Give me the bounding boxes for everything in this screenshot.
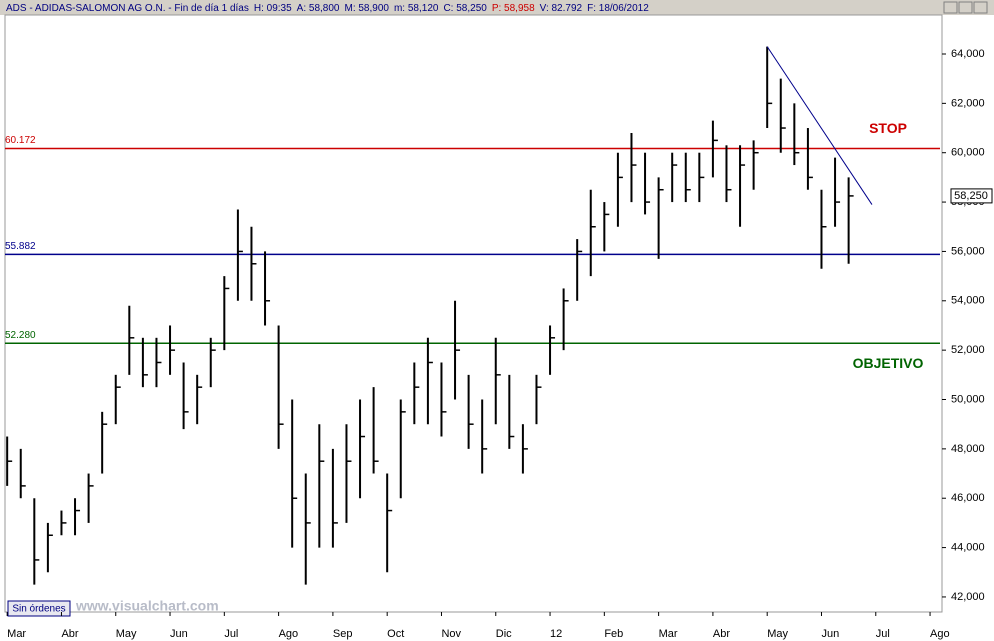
level-label: 55.882 (5, 241, 36, 252)
x-tick-label: May (767, 628, 788, 640)
x-tick-label: Nov (441, 628, 461, 640)
x-tick-label: Oct (387, 628, 404, 640)
header-bar (0, 0, 994, 15)
header-item: C: 58,250 (443, 3, 487, 14)
x-tick-label: Ago (279, 628, 299, 640)
last-price-box (950, 188, 993, 204)
last-price-label: 58,250 (954, 190, 988, 202)
x-tick-label: Feb (604, 628, 623, 640)
y-tick-label: 48,000 (951, 443, 985, 455)
close-button[interactable] (973, 1, 988, 14)
maximize-button[interactable] (958, 1, 973, 14)
header-item: ADS - ADIDAS-SALOMON AG O.N. - Fin de dí… (6, 3, 249, 14)
header-text: ADS - ADIDAS-SALOMON AG O.N. - Fin de dí… (6, 3, 649, 14)
y-tick-label: 42,000 (951, 591, 985, 603)
watermark: www.visualchart.com (75, 598, 219, 614)
y-tick-label: 52,000 (951, 344, 985, 356)
y-tick-label: 64,000 (951, 48, 985, 60)
x-tick-label: Jul (224, 628, 238, 640)
y-tick-label: 62,000 (951, 97, 985, 109)
x-tick-label: Jul (876, 628, 890, 640)
plot-area (4, 14, 943, 613)
x-tick-label: Abr (713, 628, 730, 640)
status-text: Sin órdenes (12, 604, 65, 615)
header-item: M: 58,900 (344, 3, 389, 14)
level-label: 52.280 (5, 330, 36, 341)
y-tick-label: 46,000 (951, 492, 985, 504)
x-tick-label: Mar (659, 628, 678, 640)
header-item: V: 82.792 (540, 3, 583, 14)
x-tick-label: Abr (61, 628, 78, 640)
header-item: m: 58,120 (394, 3, 439, 14)
x-tick-label: Dic (496, 628, 512, 640)
level-annotation: STOP (869, 120, 907, 136)
x-tick-label: 12 (550, 628, 562, 640)
header-item: H: 09:35 (254, 3, 292, 14)
window-buttons (943, 1, 988, 14)
trendline (766, 46, 873, 205)
x-tick-label: Jun (170, 628, 188, 640)
y-tick-label: 54,000 (951, 295, 985, 307)
x-tick-label: May (116, 628, 137, 640)
x-tick-label: Ago (930, 628, 950, 640)
x-tick-label: Jun (821, 628, 839, 640)
level-annotation: OBJETIVO (853, 355, 924, 371)
header-item: F: 18/06/2012 (587, 3, 649, 14)
x-tick-label: Mar (7, 628, 26, 640)
x-tick-label: Sep (333, 628, 353, 640)
level-label: 60.172 (5, 135, 36, 146)
y-tick-label: 50,000 (951, 393, 985, 405)
header-item: P: 58,958 (492, 3, 535, 14)
y-tick-label: 56,000 (951, 245, 985, 257)
minimize-button[interactable] (943, 1, 958, 14)
header-item: A: 58,800 (297, 3, 340, 14)
status-box[interactable] (7, 600, 71, 617)
y-tick-label: 44,000 (951, 541, 985, 553)
y-tick-label: 60,000 (951, 147, 985, 159)
